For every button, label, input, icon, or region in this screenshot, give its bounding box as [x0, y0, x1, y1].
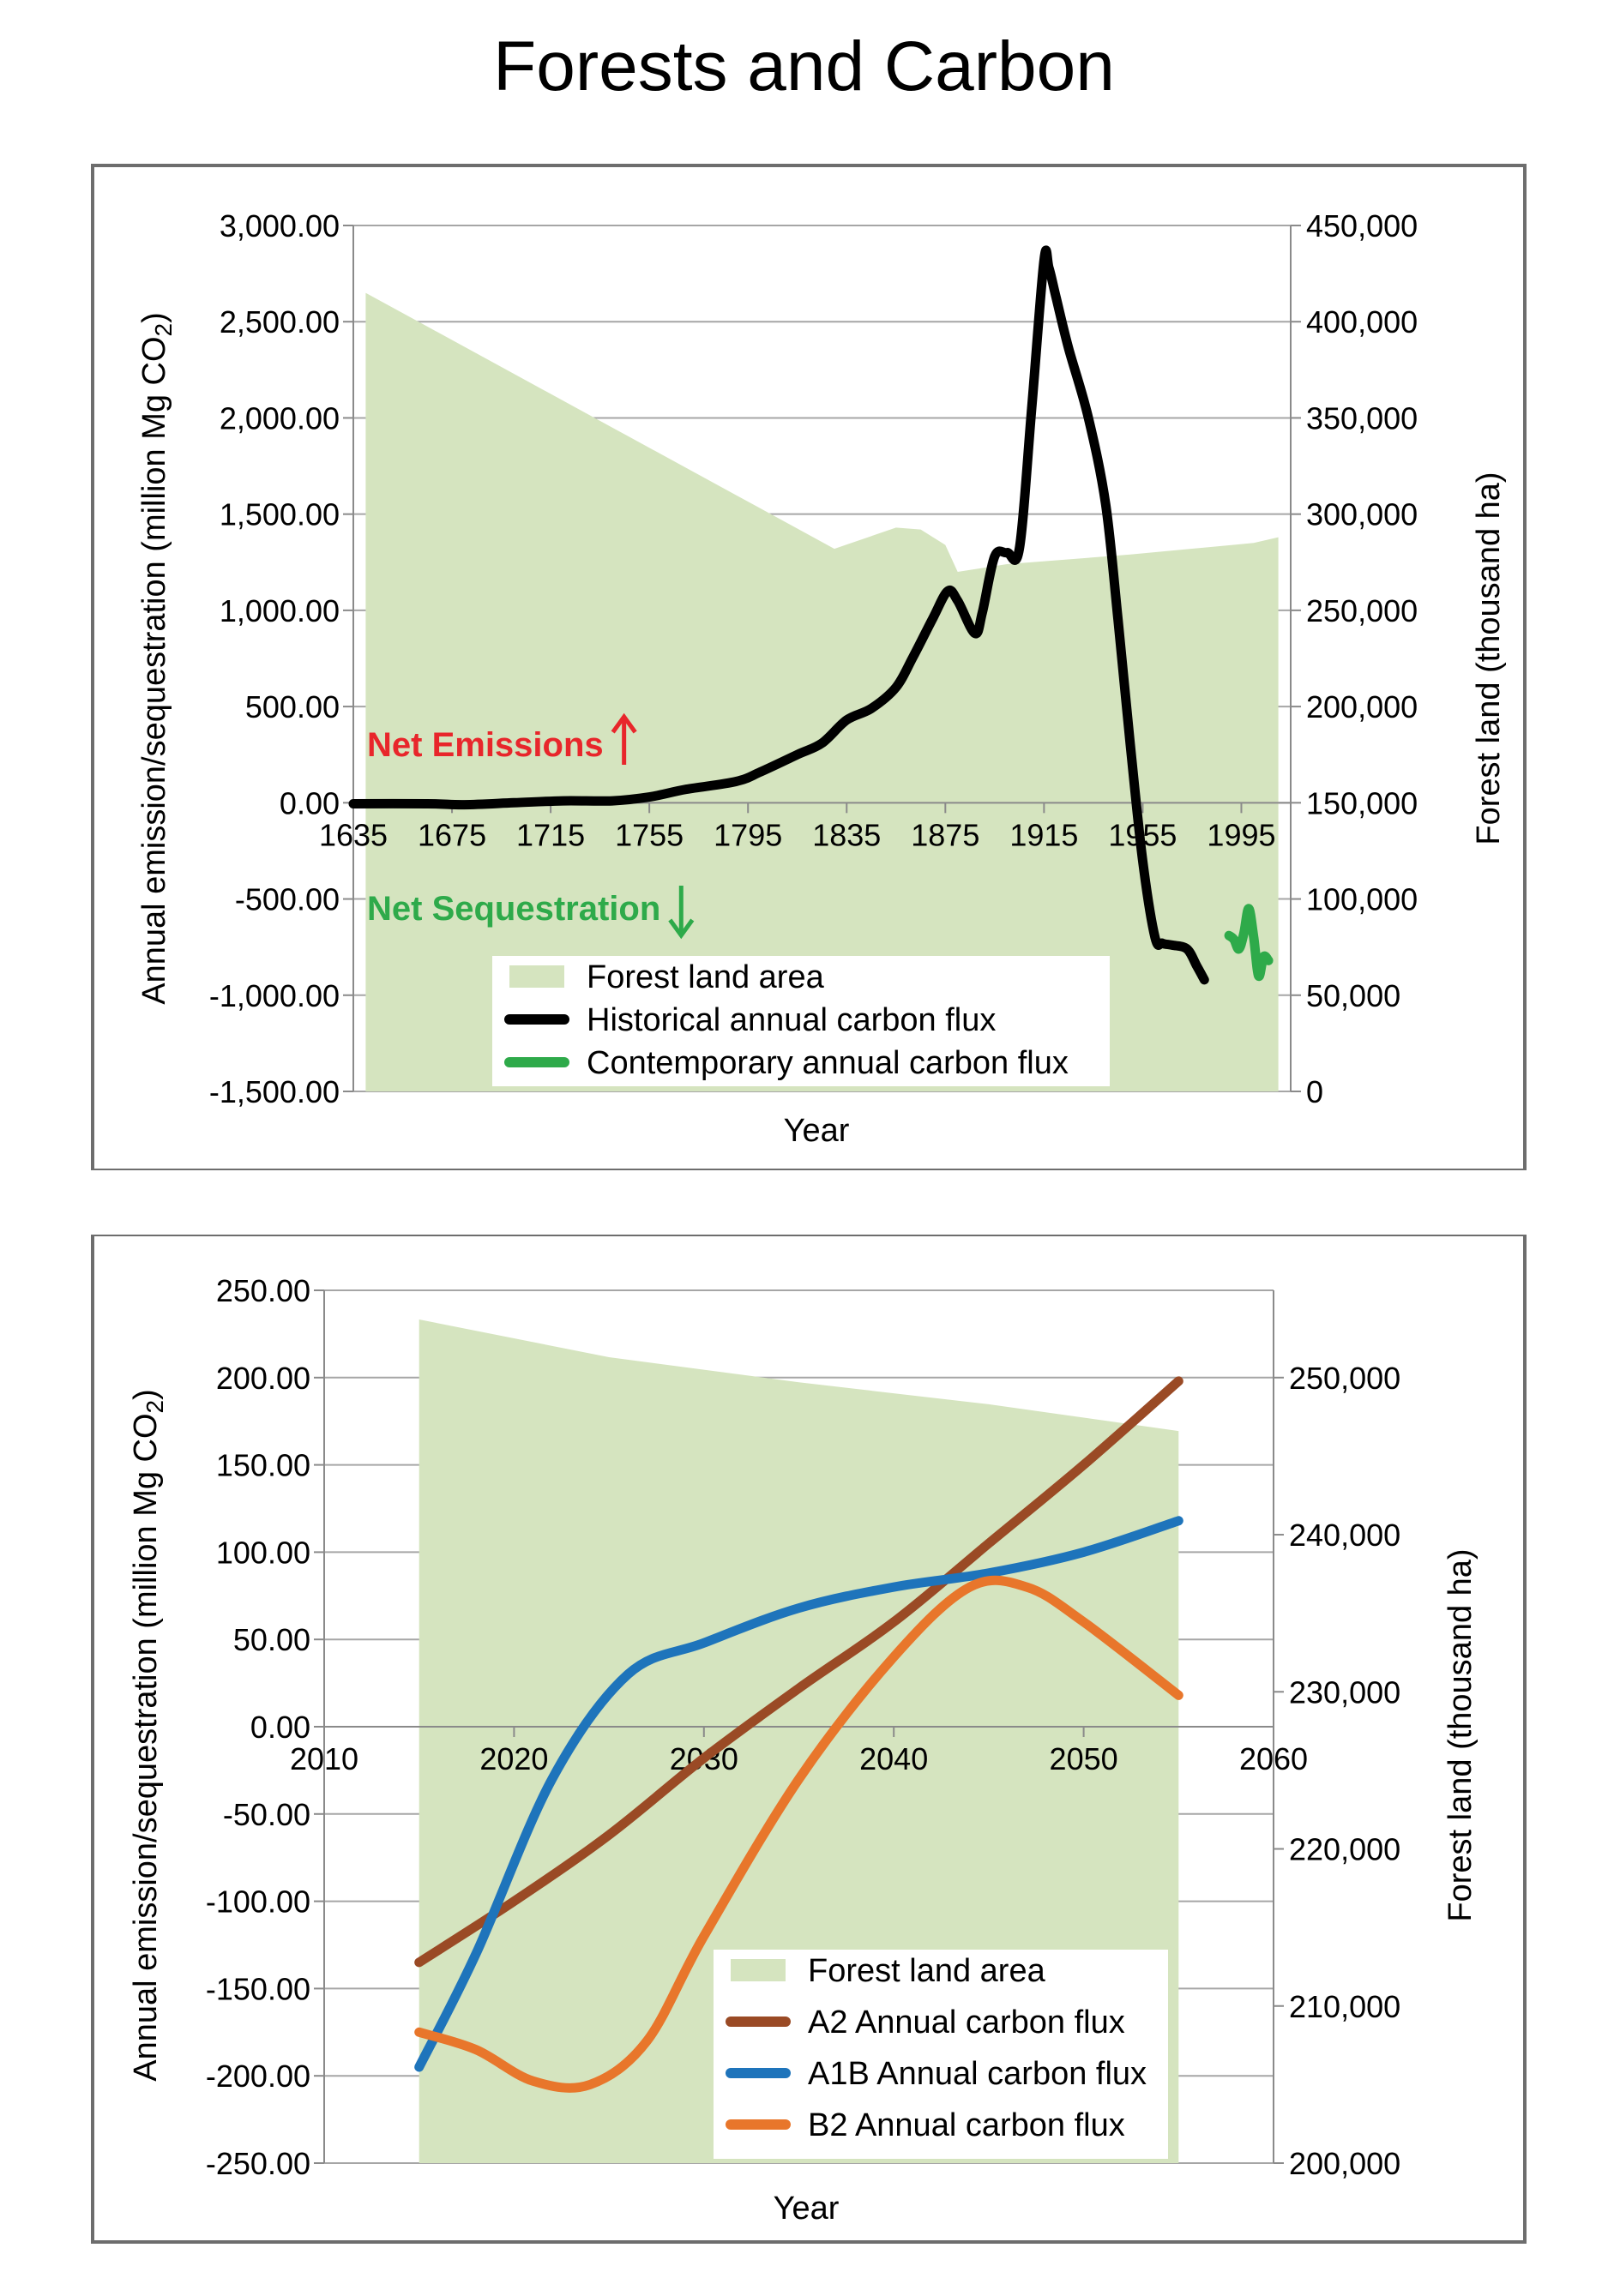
chart-bottom-left-tick-label: 0.00 [250, 1710, 310, 1745]
chart-top-legend-label: Forest land area [587, 959, 825, 995]
chart-bottom-left-tick-label: 50.00 [233, 1622, 310, 1657]
page-title: Forests and Carbon [493, 27, 1115, 105]
chart-bottom-legend-label: B2 Annual carbon flux [808, 2107, 1125, 2143]
chart-top-annotation-arrowhead [668, 918, 695, 940]
chart-bottom-left-tick-label: -150.00 [206, 1971, 310, 2006]
chart-top-left-tick-label: 3,000.00 [220, 208, 340, 243]
chart-top-right-tick-label: 350,000 [1306, 400, 1418, 436]
chart-top-right-tick-label: 300,000 [1306, 497, 1418, 532]
chart-bottom-x-tick-label: 2040 [859, 1741, 928, 1776]
chart-bottom-left-tick-label: 100.00 [216, 1535, 310, 1570]
chart-top-x-tick-label: 1795 [714, 817, 782, 852]
chart-top-left-tick-label: 1,500.00 [220, 497, 340, 532]
chart-top-left-tick-label: -1,000.00 [209, 978, 340, 1013]
chart-top-right-tick-label: 200,000 [1306, 689, 1418, 724]
chart-bottom-x-tick-label: 2050 [1050, 1741, 1118, 1776]
chart-bottom-line-b2-annual-carbon-flux [414, 1575, 1183, 2093]
chart-top-right-tick-label: 450,000 [1306, 208, 1418, 243]
chart-top-x-tick-label: 1635 [319, 817, 388, 852]
chart-top-annotation: Net Emissions [367, 726, 604, 764]
chart-bottom-left-tick-label: -250.00 [206, 2146, 310, 2181]
chart-top-right-tick-label: 50,000 [1306, 978, 1400, 1013]
chart-bottom-legend-label: Forest land area [808, 1953, 1046, 1989]
chart-bottom-right-tick-label: 210,000 [1289, 1989, 1400, 2024]
chart-top-left-tick-label: 0.00 [280, 785, 340, 820]
chart-top-annotation-arrowhead [611, 712, 637, 734]
chart-bottom-x-tick-label: 2020 [479, 1741, 548, 1776]
chart-bottom-x-tick-label: 2060 [1239, 1741, 1308, 1776]
chart-bottom-left-tick-label: -200.00 [206, 2059, 310, 2094]
chart-top-x-tick-label: 1915 [1009, 817, 1078, 852]
chart-top-line-contemporary-annual-carbon-flux [1224, 904, 1274, 982]
chart-bottom-legend-swatch [731, 1959, 786, 1981]
chart-top-right-tick-label: 100,000 [1306, 882, 1418, 917]
chart-bottom-legend: Forest land area A2 Annual carbon flux A1B… [714, 1950, 1168, 2159]
chart-bottom-line-a2-annual-carbon-flux [414, 1376, 1183, 1968]
chart-bottom-x-axis-title: Year [774, 2191, 840, 2227]
chart-top-right-tick-label: 250,000 [1306, 593, 1418, 628]
chart-top-x-tick-label: 1675 [418, 817, 486, 852]
chart-top-area-forest-land-area [365, 292, 1279, 1092]
chart-top-x-tick-label: 1875 [911, 817, 979, 852]
chart-top-right-tick-label: 400,000 [1306, 304, 1418, 340]
chart-top-left-tick-label: 2,500.00 [220, 304, 340, 340]
chart-top-left-tick-label: 1,000.00 [220, 593, 340, 628]
chart-bottom-right-tick-label: 200,000 [1289, 2146, 1400, 2181]
chart-top-legend-swatch [509, 965, 564, 988]
chart-top-legend-label: Historical annual carbon flux [587, 1002, 996, 1038]
chart-top-legend-label: Contemporary annual carbon flux [587, 1045, 1069, 1081]
chart-bottom-left-tick-label: -100.00 [206, 1884, 310, 1920]
chart-top-line-historical-annual-carbon-flux [348, 245, 1209, 985]
chart-bottom-right-tick-label: 250,000 [1289, 1361, 1400, 1396]
chart-bottom-left-tick-label: 200.00 [216, 1361, 310, 1396]
chart-top-left-axis-title: Annual emission/sequestration (million M… [136, 312, 177, 1005]
chart-bottom-left-axis-title: Annual emission/sequestration (million M… [128, 1389, 168, 2082]
chart-bottom-line-a1b-annual-carbon-flux [414, 1516, 1183, 2072]
chart-bottom-left-tick-label: 250.00 [216, 1273, 310, 1308]
chart-top-legend-box [492, 956, 1110, 1086]
chart-bottom-legend-label: A2 Annual carbon flux [808, 2004, 1125, 2041]
chart-top-x-tick-label: 1835 [812, 817, 881, 852]
chart-top-left-tick-label: 500.00 [245, 689, 340, 724]
chart-bottom: 250.00 200.00 150.00 100.00 50.00 0.00 -50.00 -… [91, 1235, 1527, 2244]
chart-bottom-right-tick-label: 230,000 [1289, 1674, 1400, 1710]
chart-top-right-axis-title: Forest land (thousand ha) [1471, 472, 1507, 844]
chart-top-left-tick-label: -1,500.00 [209, 1074, 340, 1109]
chart-top-right-tick-label: 0 [1306, 1074, 1323, 1109]
chart-bottom-left-tick-label: 150.00 [216, 1448, 310, 1483]
chart-bottom-legend-label: A1B Annual carbon flux [808, 2056, 1147, 2092]
chart-top-annotation: Net Sequestration [367, 890, 660, 928]
chart-bottom-right-tick-label: 220,000 [1289, 1832, 1400, 1867]
chart-top-left-tick-label: 2,000.00 [220, 400, 340, 436]
chart-top-x-axis-title: Year [784, 1113, 850, 1149]
chart-bottom-x-tick-label: 2010 [290, 1741, 358, 1776]
chart-top-right-tick-label: 150,000 [1306, 785, 1418, 820]
chart-bottom-right-tick-label: 240,000 [1289, 1518, 1400, 1553]
chart-top-legend: Forest land area Historical annual carbon… [492, 956, 1110, 1086]
chart-bottom-right-axis-title: Forest land (thousand ha) [1442, 1548, 1479, 1921]
chart-top: 3,000.00 2,500.00 2,000.00 1,500.00 1,000.00… [91, 164, 1527, 1170]
chart-bottom-left-tick-label: -50.00 [223, 1797, 310, 1832]
chart-top-left-tick-label: -500.00 [235, 882, 340, 917]
chart-top-x-tick-label: 1715 [516, 817, 585, 852]
chart-top-x-tick-label: 1995 [1207, 817, 1275, 852]
chart-top-x-tick-label: 1755 [615, 817, 684, 852]
